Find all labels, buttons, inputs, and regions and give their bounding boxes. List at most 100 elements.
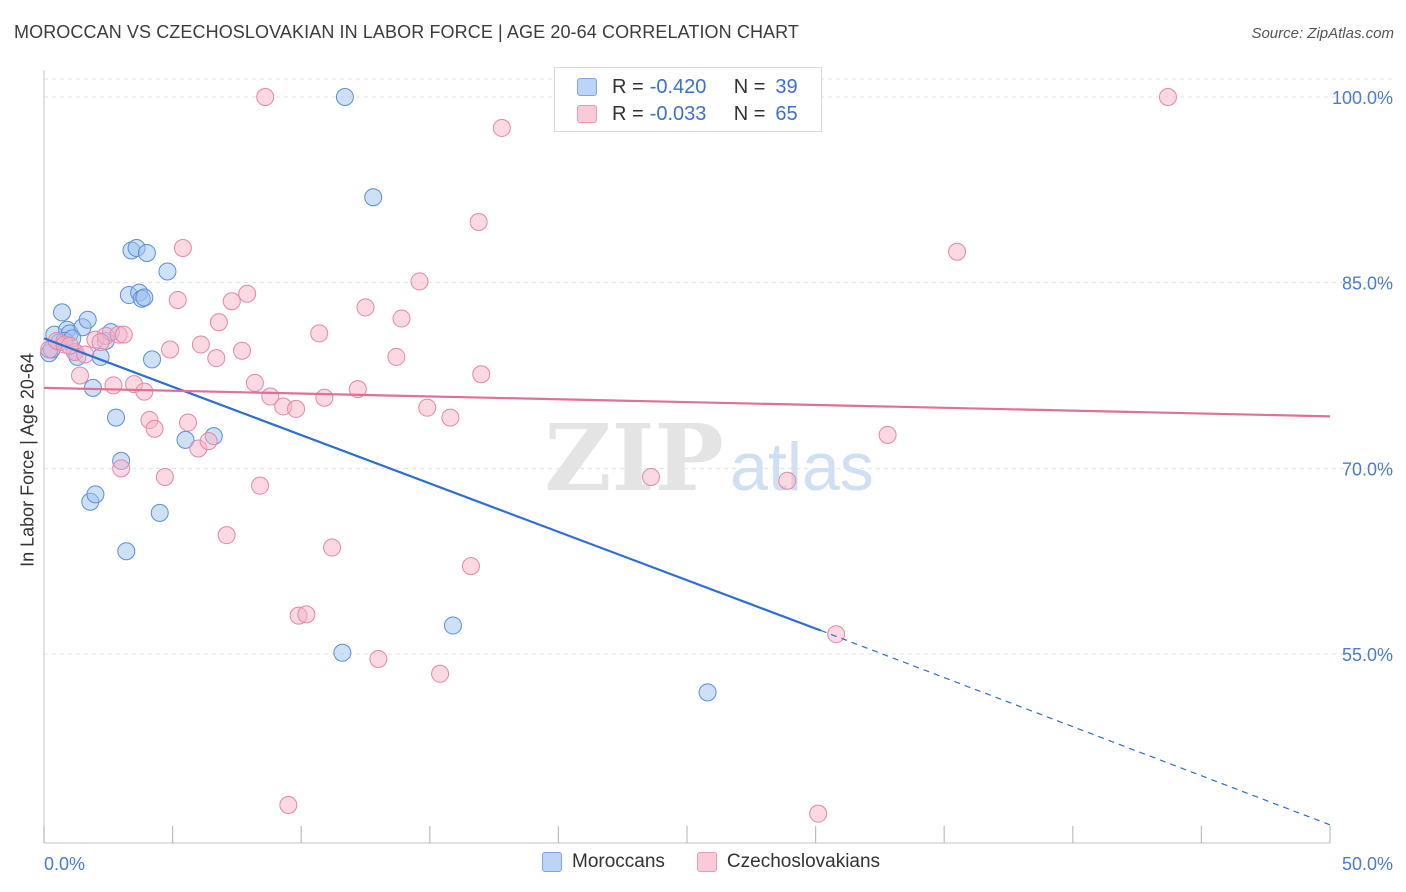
point-czechoslovakians: [348, 380, 367, 399]
legend-item-czechoslovakians: Czechoslovakians: [696, 851, 881, 873]
tick-labels: 55.0% 70.0% 85.0% 100.0% 0.0% 50.0%: [44, 88, 1393, 874]
n-value: 39: [775, 75, 798, 98]
watermark: ZIP atlas: [544, 404, 874, 512]
legend-swatch-czechoslovakians: [577, 105, 597, 123]
r-value: -0.033: [649, 102, 707, 125]
point-czechoslovakians: [356, 298, 375, 317]
x-tick-label: 50.0%: [1342, 854, 1393, 874]
point-czechoslovakians: [155, 467, 174, 486]
legend-swatch: [696, 852, 717, 872]
point-moroccans: [335, 88, 354, 106]
series-legend: Moroccans Czechoslovakians: [542, 851, 912, 873]
point-czechoslovakians: [256, 88, 275, 106]
y-tick-label: 85.0%: [1342, 274, 1393, 294]
point-czechoslovakians: [238, 284, 257, 303]
source-credit: Source: ZipAtlas.com: [1251, 25, 1394, 42]
point-czechoslovakians: [217, 526, 236, 545]
point-moroccans: [158, 262, 177, 281]
point-czechoslovakians: [91, 333, 110, 352]
point-czechoslovakians: [297, 605, 316, 624]
y-axis-label: In Labor Force | Age 20-64: [17, 353, 38, 567]
point-czechoslovakians: [809, 804, 828, 823]
point-czechoslovakians: [168, 290, 187, 309]
point-czechoslovakians: [222, 292, 241, 311]
point-czechoslovakians: [387, 347, 406, 366]
trend-lines: [43, 337, 1331, 826]
point-czechoslovakians: [251, 476, 270, 495]
point-moroccans: [150, 503, 169, 522]
r-label: R =: [612, 75, 644, 98]
point-moroccans: [78, 310, 97, 329]
gridlines: [44, 78, 1394, 655]
point-czechoslovakians: [279, 796, 298, 815]
point-czechoslovakians: [410, 272, 429, 291]
n-label: N =: [733, 102, 766, 125]
point-moroccans: [107, 408, 126, 427]
point-czechoslovakians: [431, 664, 450, 683]
r-value: -0.420: [649, 75, 707, 98]
point-czechoslovakians: [778, 471, 797, 490]
point-czechoslovakians: [392, 309, 411, 328]
y-tick-label: 70.0%: [1342, 459, 1393, 479]
point-czechoslovakians: [209, 313, 228, 332]
point-czechoslovakians: [71, 366, 90, 385]
r-label: R =: [612, 102, 644, 125]
point-czechoslovakians: [492, 118, 511, 137]
point-czechoslovakians: [948, 242, 967, 261]
point-czechoslovakians: [245, 373, 264, 392]
point-czechoslovakians: [472, 365, 491, 384]
watermark-atlas: atlas: [730, 429, 874, 505]
point-moroccans: [176, 430, 195, 449]
legend-swatch-moroccans: [577, 78, 597, 96]
n-label: N =: [733, 75, 766, 98]
trend-extension-moroccans: [820, 629, 1331, 826]
axes: [43, 70, 1331, 844]
watermark-zip: ZIP: [544, 404, 723, 512]
point-czechoslovakians: [207, 349, 226, 368]
point-czechoslovakians: [112, 459, 131, 478]
point-moroccans: [86, 485, 105, 504]
point-moroccans: [364, 188, 383, 207]
n-value: 65: [775, 102, 798, 125]
point-czechoslovakians: [287, 399, 306, 418]
point-moroccans: [137, 243, 156, 262]
trend-line-czechoslovakians: [43, 386, 1331, 418]
point-czechoslovakians: [441, 408, 460, 427]
x-tick-label: 0.0%: [44, 854, 85, 874]
y-tick-label: 100.0%: [1332, 88, 1393, 108]
point-czechoslovakians: [369, 649, 388, 668]
point-czechoslovakians: [418, 398, 437, 417]
point-czechoslovakians: [461, 557, 480, 576]
chart-title: MOROCCAN VS CZECHOSLOVAKIAN IN LABOR FOR…: [14, 22, 800, 42]
y-tick-label: 55.0%: [1342, 645, 1393, 665]
point-czechoslovakians: [315, 388, 334, 407]
point-czechoslovakians: [310, 324, 329, 343]
point-moroccans: [117, 542, 136, 561]
legend-row-moroccans: R = -0.420 N = 39: [577, 75, 798, 99]
point-czechoslovakians: [114, 325, 133, 344]
point-czechoslovakians: [323, 538, 342, 557]
legend-label: Czechoslovakians: [726, 851, 881, 872]
point-czechoslovakians: [878, 425, 897, 444]
point-czechoslovakians: [1158, 88, 1177, 106]
point-moroccans: [143, 350, 162, 369]
point-czechoslovakians: [145, 419, 164, 438]
data-points: [40, 88, 1177, 823]
legend-row-czechoslovakians: R = -0.033 N = 65: [577, 102, 798, 126]
point-czechoslovakians: [135, 382, 154, 401]
point-czechoslovakians: [641, 467, 660, 486]
point-moroccans: [135, 288, 154, 307]
stats-legend: R = -0.420 N = 39 R = -0.033 N = 65: [554, 67, 822, 132]
point-moroccans: [333, 643, 352, 662]
point-czechoslovakians: [161, 340, 180, 359]
point-moroccans: [53, 303, 72, 322]
point-czechoslovakians: [469, 213, 488, 232]
trend-line-moroccans: [43, 337, 822, 632]
point-czechoslovakians: [199, 432, 218, 451]
point-czechoslovakians: [104, 376, 123, 395]
point-moroccans: [698, 683, 717, 702]
point-czechoslovakians: [179, 413, 198, 432]
legend-label: Moroccans: [572, 851, 665, 872]
legend-swatch: [542, 852, 562, 872]
